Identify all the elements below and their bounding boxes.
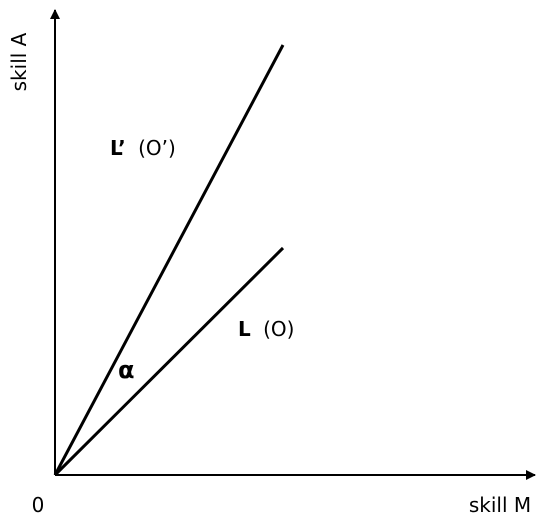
line-label: L (O) bbox=[238, 317, 294, 341]
line-note: (O) bbox=[263, 317, 294, 341]
y-axis-label: skill A bbox=[7, 32, 31, 91]
origin-label: 0 bbox=[32, 493, 45, 517]
line-l bbox=[53, 246, 285, 477]
line-name: L bbox=[238, 317, 251, 341]
line-l-prime bbox=[53, 44, 285, 476]
line-name: L’ bbox=[110, 136, 126, 160]
line-label: L’ (O’) bbox=[110, 136, 176, 160]
x-axis-label: skill M bbox=[469, 493, 531, 517]
angle-label: α bbox=[118, 356, 135, 384]
line-note: (O’) bbox=[138, 136, 176, 160]
